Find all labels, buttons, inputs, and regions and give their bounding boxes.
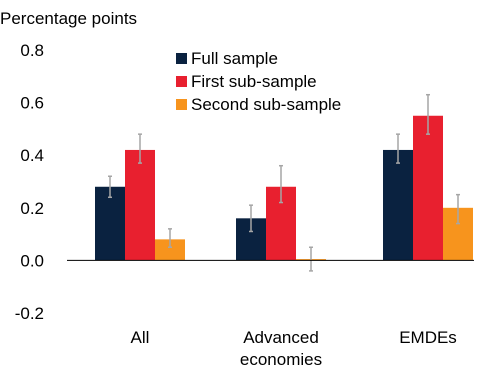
error-bar [168,228,172,248]
y-tick-label: 0.8 [20,41,44,60]
error-bar [426,93,430,135]
legend-label: Full sample [191,49,278,68]
error-bar [138,133,142,164]
category-label: EMDEs [399,328,457,347]
error-bars [108,93,460,272]
legend-label: First sub-sample [191,72,317,91]
bar-first-sub-sample-2 [413,115,443,261]
legend-swatch [176,76,187,87]
y-tick-label: 0.2 [20,199,44,218]
error-bar [108,175,112,199]
error-bar [396,133,400,164]
legend-label: Second sub-sample [191,95,341,114]
bar-full-sample-0 [95,186,125,261]
legend: Full sample First sub-sample Second sub-sa… [176,49,341,114]
y-tick-label: 0.6 [20,94,44,113]
bar-first-sub-sample-0 [125,149,155,261]
error-bar [456,193,460,225]
y-tick-label: -0.2 [15,304,44,323]
category-labels: All Advanced economies EMDEs [131,328,457,369]
bars [95,115,473,261]
y-ticks: 0.8 0.6 0.4 0.2 0.0 -0.2 [15,41,44,323]
legend-swatch [176,99,187,110]
y-tick-label: 0.0 [20,251,44,270]
legend-swatch [176,53,187,64]
error-bar [249,204,253,233]
category-label: economies [240,350,322,369]
category-label: All [131,328,150,347]
error-bar [279,164,283,204]
y-axis-label: Percentage points [0,9,137,28]
category-label: Advanced [243,328,319,347]
error-bar [309,246,313,272]
bar-full-sample-2 [383,149,413,261]
bar-second-sub-sample-0 [155,239,185,261]
y-tick-label: 0.4 [20,146,44,165]
